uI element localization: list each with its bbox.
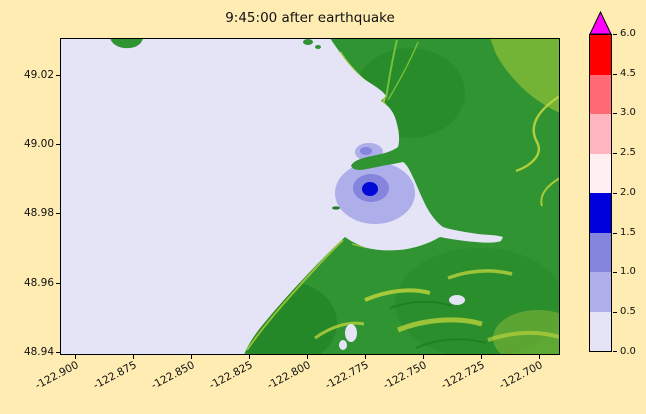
x-tick-mark bbox=[539, 355, 540, 359]
colorbar-segment bbox=[590, 193, 611, 233]
y-tick-label: 49.02 bbox=[23, 69, 54, 81]
colorbar-tick-mark bbox=[613, 272, 617, 273]
ridge-line bbox=[487, 330, 560, 342]
x-tick-mark bbox=[133, 355, 134, 359]
anomaly-core bbox=[362, 182, 378, 196]
colorbar-tick-label: 3.0 bbox=[620, 107, 636, 118]
x-tick-label: -122.825 bbox=[207, 359, 255, 392]
colorbar bbox=[589, 34, 612, 352]
islet bbox=[303, 39, 313, 45]
colorbar-segment bbox=[590, 272, 611, 312]
x-tick-mark bbox=[75, 355, 76, 359]
y-tick-label: 49.00 bbox=[23, 138, 54, 150]
ridge-line bbox=[447, 269, 513, 280]
anomaly-north-patch-core bbox=[360, 147, 372, 155]
x-tick-mark bbox=[481, 355, 482, 359]
colorbar-segment bbox=[590, 153, 611, 193]
ridge-line bbox=[364, 288, 431, 302]
x-tick-mark bbox=[365, 355, 366, 359]
y-tick-label: 48.96 bbox=[23, 277, 54, 289]
colorbar-tick-label: 0.0 bbox=[620, 346, 636, 357]
islet bbox=[315, 45, 321, 49]
y-tick-mark bbox=[56, 213, 60, 214]
colorbar-tick-label: 2.0 bbox=[620, 187, 636, 198]
x-tick-label: -122.875 bbox=[91, 359, 139, 392]
river bbox=[385, 39, 398, 99]
x-tick-label: -122.700 bbox=[497, 359, 545, 392]
y-tick-mark bbox=[56, 144, 60, 145]
wave-anomaly bbox=[335, 143, 415, 224]
y-tick-label: 48.94 bbox=[23, 346, 54, 358]
colorbar-tick-label: 1.5 bbox=[620, 227, 636, 238]
colorbar-tick-label: 1.0 bbox=[620, 266, 636, 277]
colorbar-tick-mark bbox=[613, 193, 617, 194]
map-plot-area bbox=[60, 38, 560, 355]
x-tick-label: -122.850 bbox=[149, 359, 197, 392]
breakwater bbox=[332, 206, 340, 210]
colorbar-tick-mark bbox=[613, 74, 617, 75]
lake bbox=[449, 295, 465, 305]
colorbar-tick-label: 4.5 bbox=[620, 68, 636, 79]
colorbar-tick-label: 6.0 bbox=[620, 28, 636, 39]
lagoon bbox=[345, 324, 357, 342]
x-tick-label: -122.750 bbox=[381, 359, 429, 392]
y-tick-label: 48.98 bbox=[23, 207, 54, 219]
terrain-detail bbox=[244, 38, 560, 355]
winding-river bbox=[515, 94, 560, 173]
map-canvas bbox=[60, 38, 560, 355]
colorbar-tick-mark bbox=[613, 233, 617, 234]
ridge-line bbox=[314, 321, 365, 340]
colorbar-tick-mark bbox=[613, 312, 617, 313]
x-tick-label: -122.800 bbox=[265, 359, 313, 392]
colorbar-segment bbox=[590, 114, 611, 154]
valley-line bbox=[415, 338, 487, 349]
y-tick-mark bbox=[56, 283, 60, 284]
colorbar-over-arrow bbox=[589, 11, 612, 34]
colorbar-segment bbox=[590, 232, 611, 272]
colorbar-tick-mark bbox=[613, 34, 617, 35]
valley-line bbox=[389, 300, 453, 309]
colorbar-segment bbox=[590, 311, 611, 351]
colorbar-tick-mark bbox=[613, 351, 617, 352]
x-tick-mark bbox=[191, 355, 192, 359]
north-shore-islet bbox=[110, 38, 143, 49]
y-tick-mark bbox=[56, 352, 60, 353]
x-tick-label: -122.775 bbox=[323, 359, 371, 392]
ridge-line bbox=[397, 317, 483, 333]
river bbox=[387, 41, 419, 101]
river bbox=[540, 177, 560, 207]
x-tick-mark bbox=[307, 355, 308, 359]
x-tick-mark bbox=[249, 355, 250, 359]
colorbar-segment bbox=[590, 35, 611, 75]
x-tick-label: -122.900 bbox=[33, 359, 81, 392]
colorbar-tick-label: 2.5 bbox=[620, 147, 636, 158]
y-tick-mark bbox=[56, 75, 60, 76]
x-tick-mark bbox=[423, 355, 424, 359]
plot-title: 9:45:00 after earthquake bbox=[225, 10, 395, 26]
beach-fringe bbox=[246, 239, 344, 351]
over-arrow-triangle bbox=[589, 11, 612, 34]
upland-corner bbox=[490, 38, 560, 113]
x-tick-label: -122.725 bbox=[439, 359, 487, 392]
axes-frame bbox=[60, 38, 560, 355]
lagoon bbox=[339, 340, 347, 350]
upland-patch bbox=[493, 310, 560, 355]
colorbar-segment bbox=[590, 74, 611, 114]
colorbar-tick-mark bbox=[613, 153, 617, 154]
colorbar-tick-label: 0.5 bbox=[620, 306, 636, 317]
southeast-shade bbox=[395, 248, 560, 355]
colorbar-tick-mark bbox=[613, 113, 617, 114]
